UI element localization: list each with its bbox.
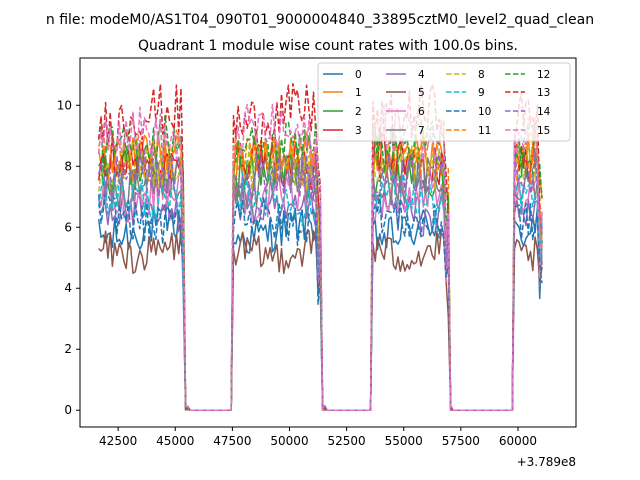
plot-frame xyxy=(79,57,577,428)
legend-label-1: 1 xyxy=(355,87,362,99)
axis-ticks: 42500 45000 47500 50000 52500 55000 57500 60000… xyxy=(57,98,537,448)
legend-label-15: 15 xyxy=(537,125,550,137)
x-tick-label: 55000 xyxy=(385,434,423,448)
legend-label-13: 13 xyxy=(537,87,550,99)
y-tick-label: 8 xyxy=(64,159,72,173)
legend-label-6: 6 xyxy=(418,106,425,118)
y-tick-label: 10 xyxy=(57,98,72,112)
series-line-15 xyxy=(97,102,543,411)
y-tick-label: 6 xyxy=(64,220,72,234)
figure-suptitle: n file: modeM0/AS1T04_090T01_9000004840_… xyxy=(46,12,594,28)
series-layer xyxy=(97,82,543,411)
x-offset-label: +3.789e8 xyxy=(517,455,576,469)
y-tick-label: 2 xyxy=(64,342,72,356)
x-tick-label: 50000 xyxy=(270,434,308,448)
legend-label-0: 0 xyxy=(355,69,362,81)
x-tick-label: 52500 xyxy=(328,434,366,448)
y-tick-label: 0 xyxy=(64,403,72,417)
legend-label-3: 3 xyxy=(355,125,362,137)
legend-label-11: 11 xyxy=(478,125,491,137)
legend-label-5: 5 xyxy=(418,87,425,99)
x-tick-label: 57500 xyxy=(442,434,480,448)
legend-label-10: 10 xyxy=(478,106,491,118)
legend-label-8: 8 xyxy=(478,69,485,81)
y-tick-label: 4 xyxy=(64,281,72,295)
legend-box xyxy=(317,62,571,142)
legend-label-2: 2 xyxy=(355,106,362,118)
legend-label-4: 4 xyxy=(418,69,425,81)
legend-label-9: 9 xyxy=(478,87,485,99)
x-tick-label: 45000 xyxy=(156,434,194,448)
x-tick-label: 47500 xyxy=(213,434,251,448)
x-tick-label: 42500 xyxy=(99,434,137,448)
legend-label-7: 7 xyxy=(418,125,425,137)
legend-label-14: 14 xyxy=(537,106,551,118)
legend-label-12: 12 xyxy=(537,69,550,81)
chart-title: Quadrant 1 module wise count rates with … xyxy=(138,38,518,54)
x-tick-label: 60000 xyxy=(499,434,537,448)
